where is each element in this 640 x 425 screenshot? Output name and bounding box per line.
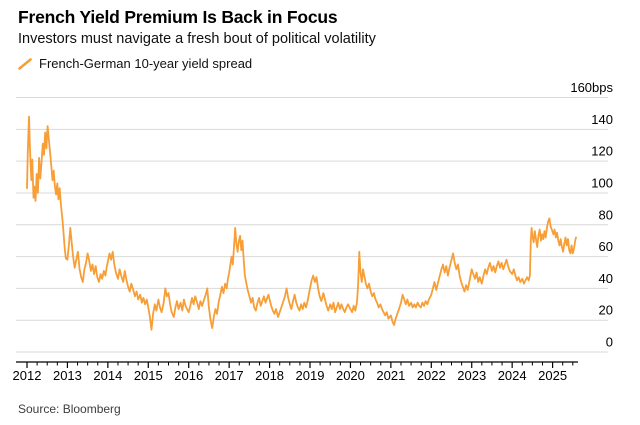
svg-text:2020: 2020 (336, 368, 365, 383)
chart-legend: French-German 10-year yield spread (18, 56, 252, 71)
svg-text:160bps: 160bps (570, 80, 613, 95)
svg-text:40: 40 (599, 271, 613, 286)
svg-text:2022: 2022 (417, 368, 446, 383)
svg-text:20: 20 (599, 303, 613, 318)
svg-text:100: 100 (591, 175, 613, 190)
source-label: Source: Bloomberg (18, 402, 121, 416)
svg-text:2024: 2024 (498, 368, 527, 383)
svg-text:80: 80 (599, 207, 613, 222)
svg-text:2025: 2025 (538, 368, 567, 383)
svg-text:2023: 2023 (457, 368, 486, 383)
svg-text:2015: 2015 (134, 368, 163, 383)
svg-text:2014: 2014 (93, 368, 122, 383)
svg-text:120: 120 (591, 144, 613, 159)
chart-subtitle: Investors must navigate a fresh bout of … (18, 31, 376, 47)
svg-text:2012: 2012 (13, 368, 42, 383)
svg-text:2019: 2019 (296, 368, 325, 383)
svg-text:2013: 2013 (53, 368, 82, 383)
page-title: French Yield Premium Is Back in Focus (18, 7, 338, 27)
legend-line-icon (18, 57, 32, 70)
svg-text:0: 0 (606, 335, 613, 350)
svg-text:2016: 2016 (174, 368, 203, 383)
svg-text:2018: 2018 (255, 368, 284, 383)
svg-text:2017: 2017 (215, 368, 244, 383)
svg-text:60: 60 (599, 239, 613, 254)
svg-text:2021: 2021 (376, 368, 405, 383)
legend-label: French-German 10-year yield spread (39, 56, 253, 71)
svg-text:140: 140 (591, 112, 613, 127)
